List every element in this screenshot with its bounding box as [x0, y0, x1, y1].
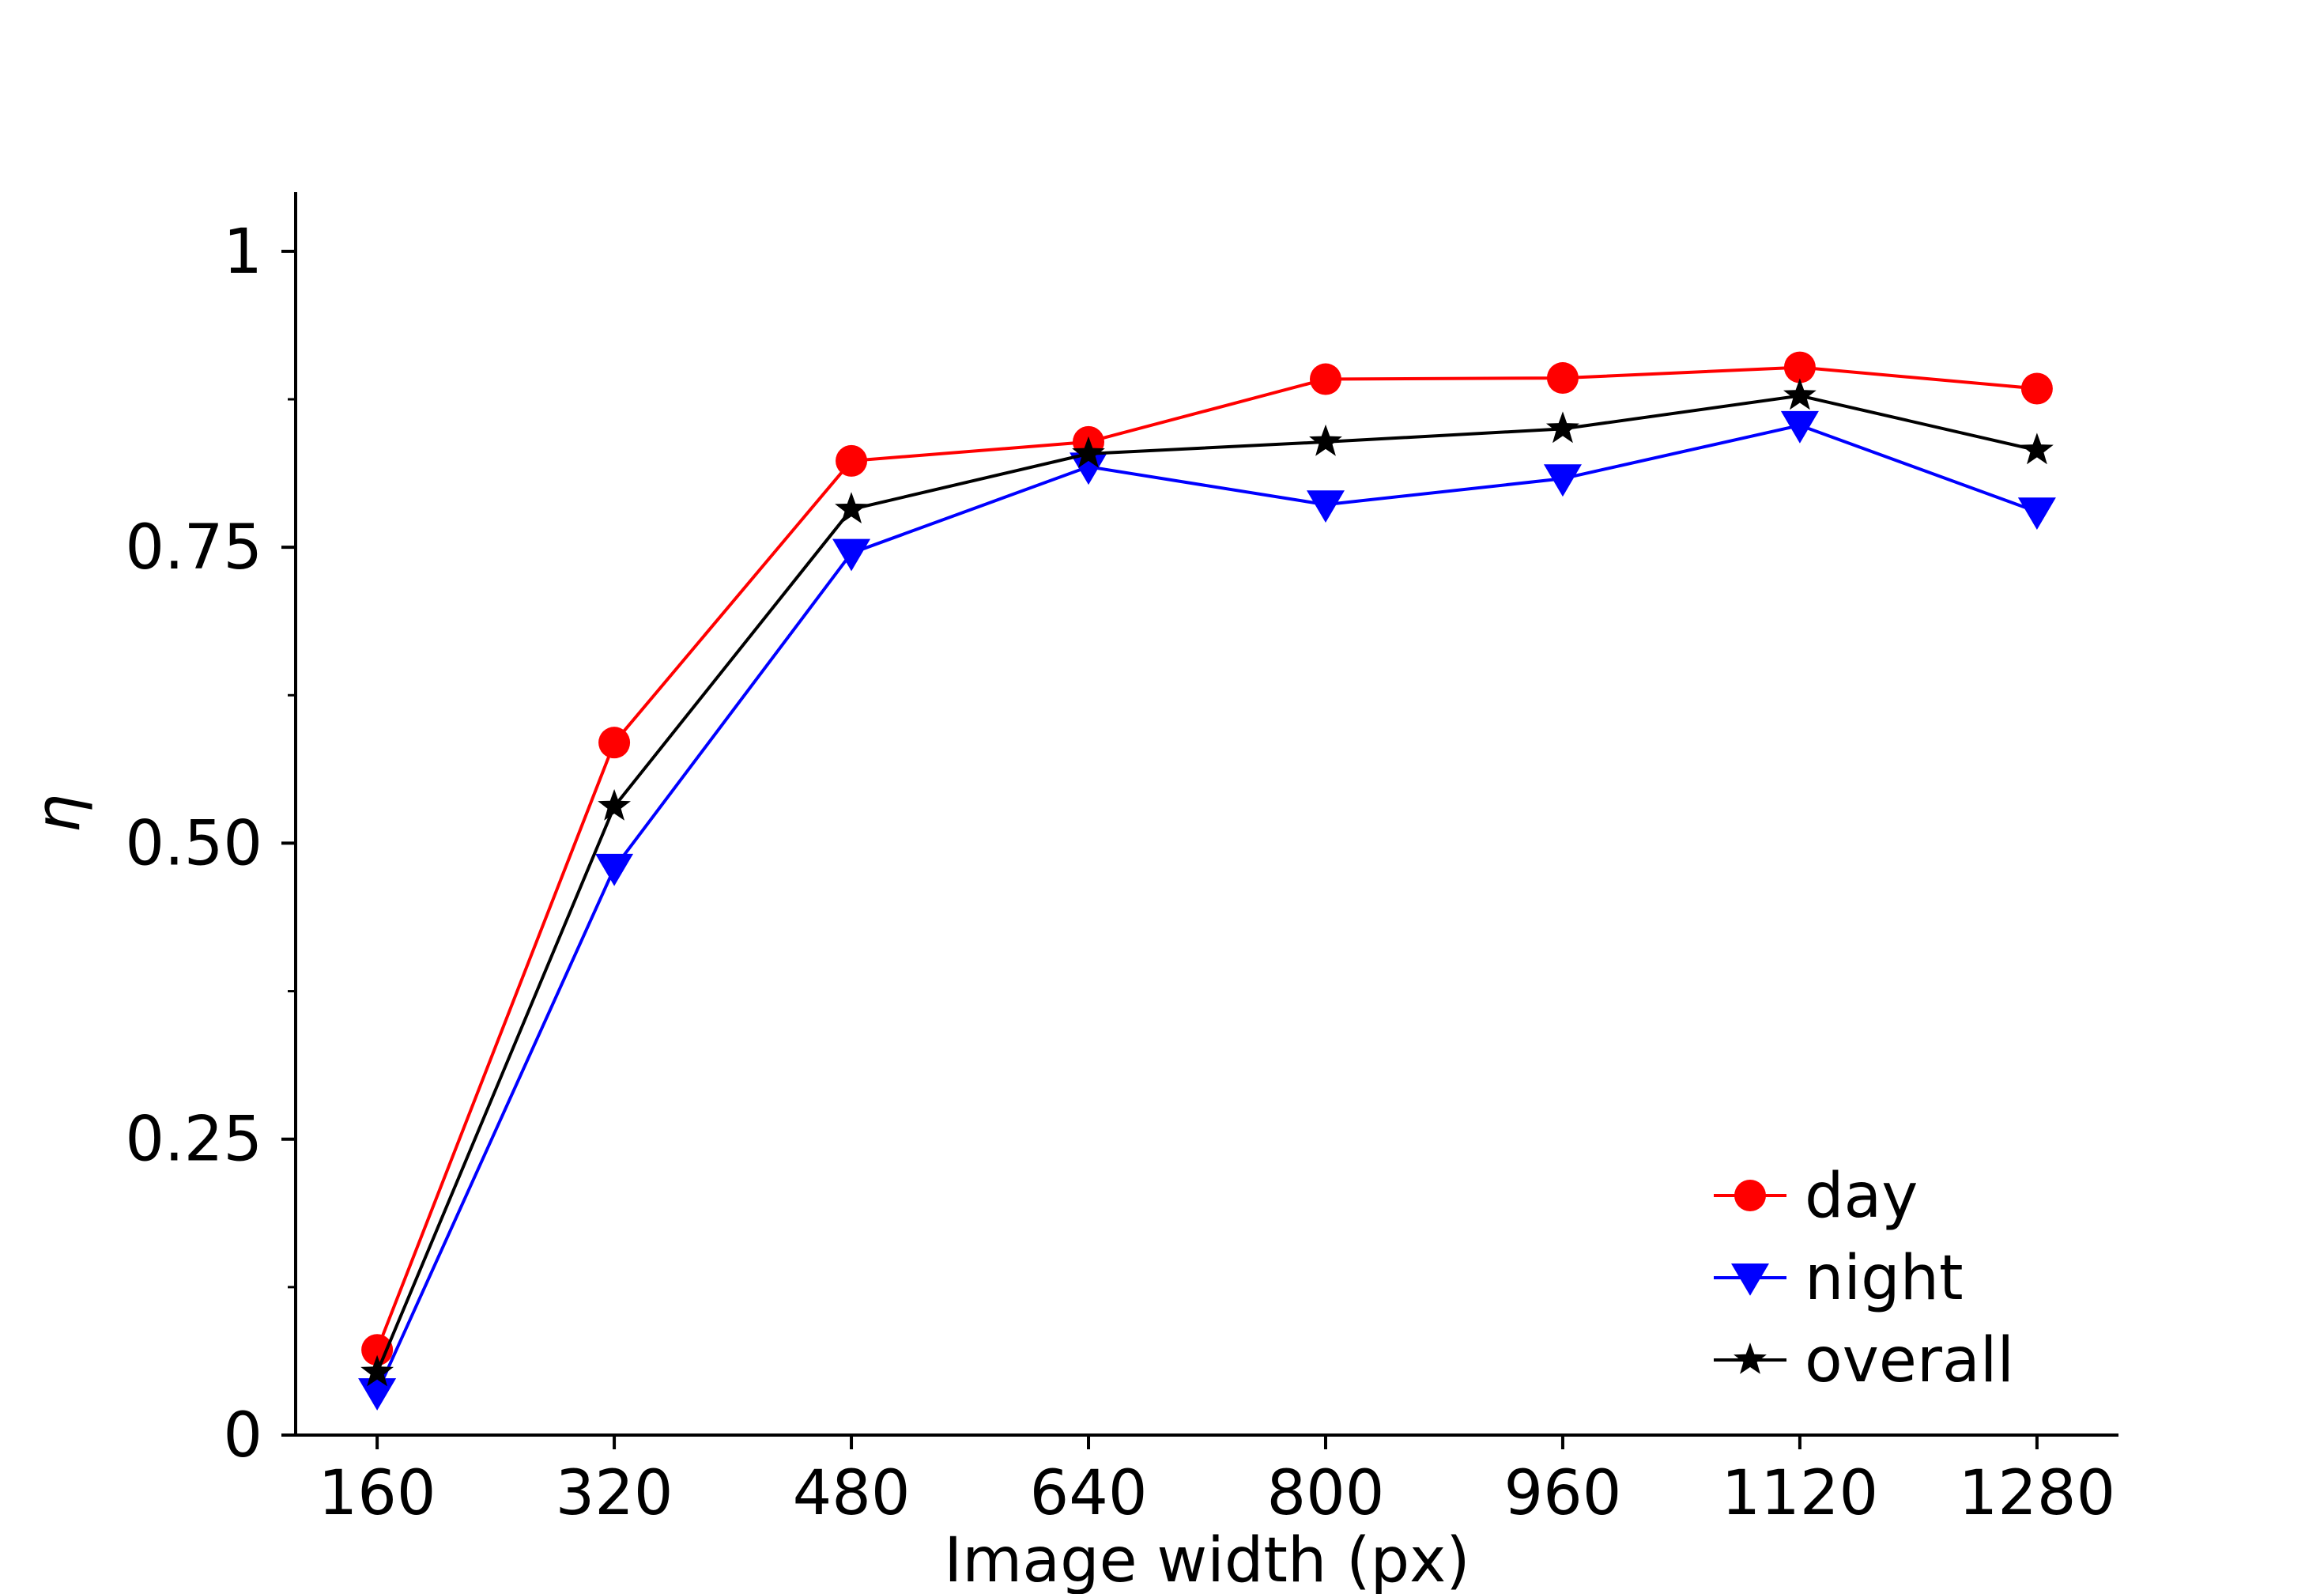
x-tick-label: 800 — [1267, 1458, 1385, 1529]
y-tick-label: 0.50 — [125, 808, 262, 879]
data-point-day — [2020, 372, 2053, 405]
series-group — [358, 351, 2056, 1411]
legend-marker-day — [1734, 1180, 1766, 1211]
data-point-night — [832, 538, 871, 572]
legend-marker-night — [1731, 1263, 1769, 1296]
legend-item-overall: overall — [1714, 1325, 2014, 1396]
legend-label: day — [1805, 1161, 1918, 1232]
y-tick-label: 0.75 — [125, 512, 262, 584]
data-point-overall — [1309, 424, 1342, 456]
data-point-overall — [598, 789, 631, 821]
data-point-overall — [835, 492, 868, 523]
legend-label: night — [1805, 1243, 1964, 1314]
y-tick-label: 0.25 — [125, 1105, 262, 1176]
y-tick-label: 0 — [223, 1400, 262, 1471]
data-point-night — [1543, 464, 1582, 497]
legend-marker-overall — [1734, 1343, 1767, 1374]
series-line-overall — [375, 394, 2038, 1373]
legend-item-night: night — [1714, 1243, 1964, 1314]
series-overall — [360, 378, 2054, 1387]
y-tick-label: 1 — [223, 217, 262, 288]
data-point-overall — [1546, 411, 1579, 444]
data-point-night — [595, 853, 634, 886]
x-axis-label: Image width (px) — [944, 1525, 1469, 1594]
x-tick-label: 1120 — [1722, 1458, 1879, 1529]
data-point-night — [2017, 497, 2056, 531]
data-point-overall — [1072, 436, 1105, 468]
x-tick-label: 320 — [556, 1458, 673, 1529]
x-tick-label: 160 — [319, 1458, 436, 1529]
data-point-day — [836, 444, 868, 477]
data-point-night — [358, 1378, 397, 1411]
series-night — [358, 410, 2056, 1411]
data-point-night — [1070, 452, 1108, 485]
data-point-overall — [2020, 432, 2054, 465]
data-point-night — [1306, 490, 1345, 523]
legend: day night overall — [1714, 1161, 2014, 1396]
legend-item-day: day — [1714, 1161, 1918, 1232]
data-point-day — [1546, 362, 1579, 395]
axes: 160 320 480 640 800 960 1120 1280 0 0.25 0.50 0.75 1 — [125, 192, 2118, 1529]
x-tick-label: 960 — [1504, 1458, 1622, 1529]
x-tick-label: 640 — [1030, 1458, 1148, 1529]
data-point-night — [1780, 410, 1819, 444]
data-point-overall — [1783, 378, 1817, 410]
legend-label: overall — [1805, 1325, 2014, 1396]
data-point-day — [1783, 351, 1816, 383]
series-line-night — [375, 423, 2038, 1393]
data-point-day — [598, 727, 631, 759]
series-line-day — [375, 365, 2038, 1350]
data-point-day — [361, 1334, 394, 1366]
x-tick-label: 1280 — [1959, 1458, 2116, 1529]
data-point-day — [1309, 363, 1341, 395]
x-tick-label: 480 — [793, 1458, 911, 1529]
y-axis-label: η — [23, 794, 94, 833]
data-point-overall — [360, 1354, 394, 1387]
